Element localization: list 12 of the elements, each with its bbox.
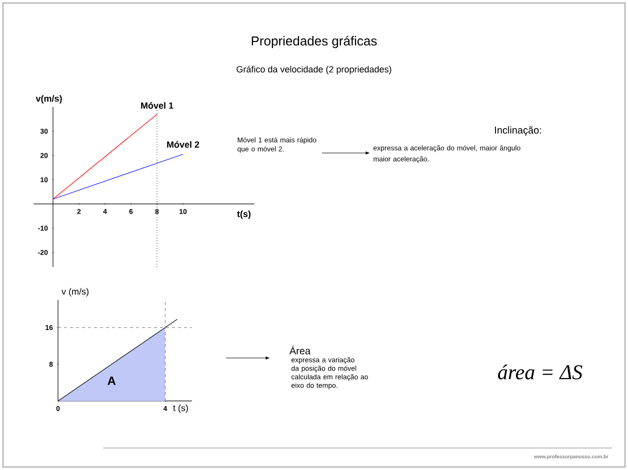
- text: Inclinação:: [495, 126, 541, 136]
- y-axis-title: v (m/s): [62, 288, 88, 296]
- text: área = ΔS: [498, 364, 582, 380]
- text: Área: [289, 346, 311, 354]
- series-label: Móvel 1: [141, 102, 174, 109]
- annotation: A: [108, 376, 116, 385]
- x-axis-title: t (s): [173, 404, 188, 413]
- series-label: Móvel 2: [167, 141, 200, 148]
- x-axis-title: t(s): [237, 210, 251, 219]
- text: Gráfico da velocidade (2 propriedades): [236, 66, 392, 74]
- y-axis-title: v(m/s): [36, 95, 62, 104]
- text: Propriedades gráficas: [252, 36, 377, 48]
